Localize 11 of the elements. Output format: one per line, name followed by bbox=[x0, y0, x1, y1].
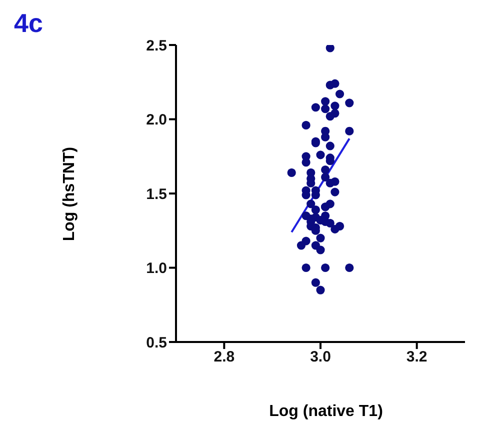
chart-title: 4c bbox=[14, 8, 43, 39]
y-tick-label: 2.0 bbox=[146, 112, 167, 129]
x-tick-label: 3.0 bbox=[310, 348, 331, 366]
y-tick-label: 0.5 bbox=[146, 334, 167, 352]
x-tick-label: 2.8 bbox=[214, 348, 235, 366]
x-axis-title: Log (native T1) bbox=[269, 403, 383, 421]
y-tick-label: 1.5 bbox=[146, 186, 167, 203]
y-tick-label: 2.5 bbox=[146, 37, 167, 54]
y-tick-label: 1.0 bbox=[146, 260, 167, 278]
y-axis-title: Log (hsTNT) bbox=[61, 146, 79, 242]
x-tick-label: 3.2 bbox=[406, 348, 428, 366]
